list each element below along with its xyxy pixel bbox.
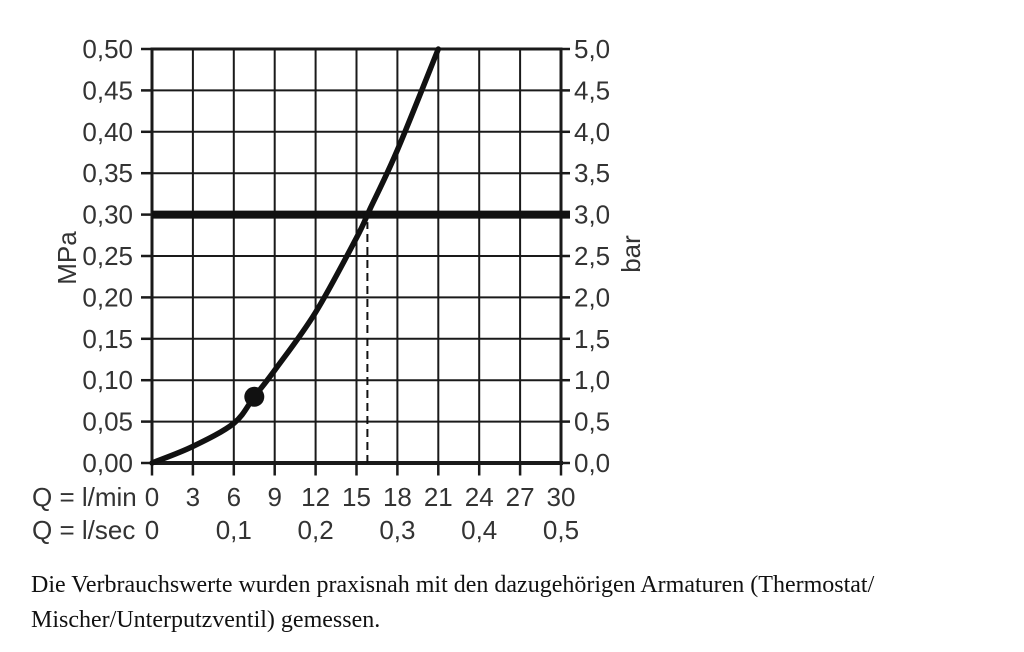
x-axis-tick-label-lmin: 27 — [506, 482, 535, 512]
x-axis-tick-label-lmin: 15 — [342, 482, 371, 512]
x-axis-tick-label-lmin: 21 — [424, 482, 453, 512]
y-axis-tick-label-bar: 0,5 — [574, 407, 610, 437]
y-axis-tick-label-mpa: 0,35 — [82, 158, 133, 188]
y-axis-tick-label-mpa: 0,25 — [82, 241, 133, 271]
caption-line-1: Die Verbrauchswerte wurden praxisnah mit… — [31, 572, 875, 598]
x-axis-tick-label-lmin: 18 — [383, 482, 412, 512]
y-axis-tick-label-mpa: 0,05 — [82, 407, 133, 437]
y-axis-tick-label-bar: 3,0 — [574, 200, 610, 230]
x-axis-tick-label-lmin: 6 — [227, 482, 241, 512]
x-axis-tick-label-lsec: 0 — [145, 515, 159, 545]
flow-pressure-curve — [149, 46, 442, 466]
y-axis-tick-label-bar: 2,5 — [574, 241, 610, 271]
y-axis-tick-label-bar: 2,0 — [574, 282, 610, 312]
chart-caption: Die Verbrauchswerte wurden praxisnah mit… — [31, 568, 874, 638]
caption-line-2: Mischer/Unterputzventil) gemessen. — [31, 607, 381, 633]
y-axis-tick-label-mpa: 0,10 — [82, 365, 133, 395]
y-axis-tick-label-mpa: 0,30 — [82, 200, 133, 230]
y-axis-tick-label-bar: 3,5 — [574, 158, 610, 188]
x-axis-tick-label-lsec: 0,3 — [379, 515, 415, 545]
curve-marker-dot — [244, 386, 265, 407]
pressure-flow-chart: 0,000,050,100,150,200,250,300,350,400,45… — [32, 34, 646, 545]
x-axis-tick-label-lsec: 0,1 — [216, 515, 252, 545]
x-axis-tick-label-lmin: 12 — [301, 482, 330, 512]
y-axis-tick-label-bar: 4,5 — [574, 75, 610, 105]
x-axis-tick-label-lmin: 3 — [186, 482, 200, 512]
y-axis-tick-label-mpa: 0,40 — [82, 117, 133, 147]
x-axis-tick-label-lmin: 9 — [267, 482, 281, 512]
y-axis-tick-label-mpa: 0,45 — [82, 75, 133, 105]
y-axis-tick-label-bar: 5,0 — [574, 34, 610, 64]
y-axis-tick-label-mpa: 0,00 — [82, 448, 133, 478]
x-axis-tick-label-lmin: 30 — [547, 482, 576, 512]
x-axis-tick-label-lsec: 0,5 — [543, 515, 579, 545]
y-axis-unit-label-mpa: MPa — [52, 231, 82, 285]
x-axis-tick-label-lsec: 0,2 — [298, 515, 334, 545]
x-axis-tick-label-lmin: 0 — [145, 482, 159, 512]
y-axis-tick-label-mpa: 0,20 — [82, 282, 133, 312]
y-axis-tick-label-bar: 1,5 — [574, 324, 610, 354]
y-axis-unit-label-bar: bar — [616, 235, 646, 273]
y-axis-tick-label-mpa: 0,15 — [82, 324, 133, 354]
x-axis-row-label-lmin: Q = l/min — [32, 482, 137, 512]
x-axis-tick-label-lmin: 24 — [465, 482, 494, 512]
y-axis-tick-label-bar: 1,0 — [574, 365, 610, 395]
x-axis-row-label-lsec: Q = l/sec — [32, 515, 135, 545]
x-axis-tick-label-lsec: 0,4 — [461, 515, 497, 545]
y-axis-tick-label-bar: 0,0 — [574, 448, 610, 478]
y-axis-tick-label-mpa: 0,50 — [82, 34, 133, 64]
y-axis-tick-label-bar: 4,0 — [574, 117, 610, 147]
